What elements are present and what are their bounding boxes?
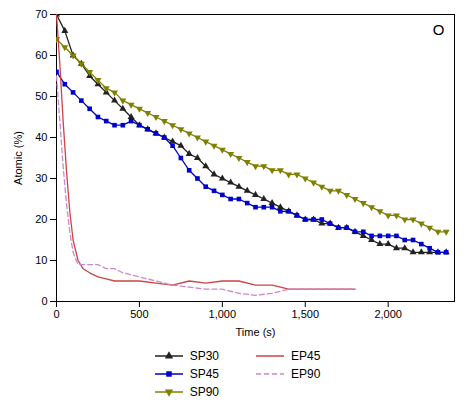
svg-text:Atomic (%): Atomic (%) [12, 131, 24, 185]
svg-text:40: 40 [35, 131, 47, 143]
svg-text:10: 10 [35, 254, 47, 266]
svg-text:0: 0 [53, 308, 59, 320]
svg-text:500: 500 [130, 308, 148, 320]
svg-text:O: O [433, 21, 445, 38]
html-text:SP45: SP45 [189, 367, 219, 381]
svg-text:0: 0 [41, 295, 47, 307]
html-text:SP30: SP30 [189, 349, 219, 363]
svg-text:60: 60 [35, 49, 47, 61]
svg-text:2,000: 2,000 [374, 308, 402, 320]
svg-text:Time (s): Time (s) [236, 326, 276, 338]
svg-text:70: 70 [35, 8, 47, 20]
svg-text:1,500: 1,500 [291, 308, 319, 320]
svg-text:50: 50 [35, 90, 47, 102]
svg-text:30: 30 [35, 172, 47, 184]
html-text:EP90: EP90 [291, 367, 321, 381]
html-text:SP90: SP90 [189, 385, 219, 399]
svg-text:1,000: 1,000 [209, 308, 237, 320]
svg-text:20: 20 [35, 213, 47, 225]
html-text:EP45: EP45 [291, 349, 321, 363]
